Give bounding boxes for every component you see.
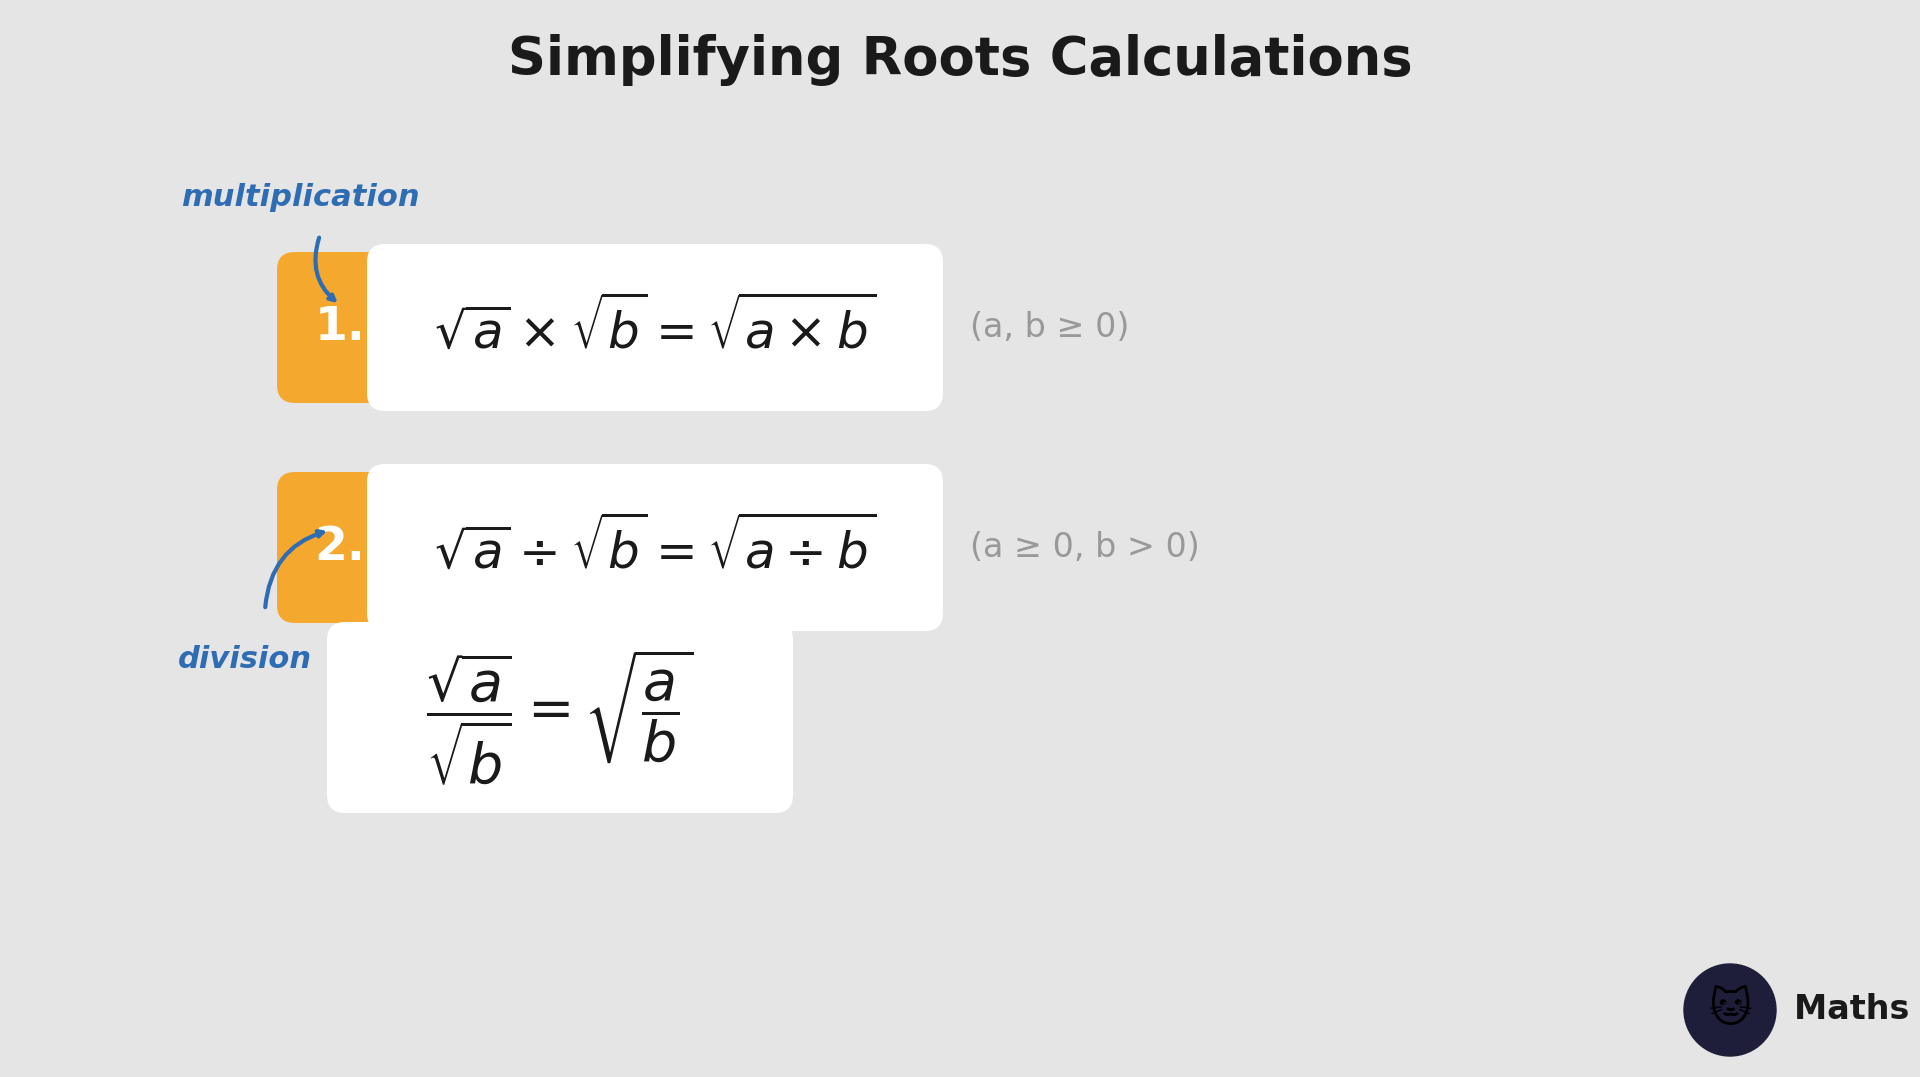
Text: $\dfrac{\sqrt{a}}{\sqrt{b}} = \sqrt{\dfrac{a}{b}}$: $\dfrac{\sqrt{a}}{\sqrt{b}} = \sqrt{\dfr… <box>426 647 693 787</box>
Text: Simplifying Roots Calculations: Simplifying Roots Calculations <box>507 34 1413 86</box>
Circle shape <box>1684 964 1776 1057</box>
FancyBboxPatch shape <box>326 623 793 813</box>
Text: 1.: 1. <box>315 305 365 350</box>
FancyBboxPatch shape <box>276 252 933 403</box>
Text: division: division <box>179 645 313 674</box>
FancyBboxPatch shape <box>367 244 943 411</box>
Text: (a ≥ 0, b > 0): (a ≥ 0, b > 0) <box>970 531 1200 564</box>
FancyBboxPatch shape <box>367 464 943 631</box>
Text: (a, b ≥ 0): (a, b ≥ 0) <box>970 311 1129 344</box>
Text: 2.: 2. <box>315 524 365 570</box>
Text: multiplication: multiplication <box>180 183 419 212</box>
Text: $\sqrt{a} \div \sqrt{b} = \sqrt{a \div b}$: $\sqrt{a} \div \sqrt{b} = \sqrt{a \div b… <box>434 517 876 578</box>
Text: $\sqrt{a} \times \sqrt{b} = \sqrt{a \times b}$: $\sqrt{a} \times \sqrt{b} = \sqrt{a \tim… <box>434 297 876 359</box>
Text: 🐱: 🐱 <box>1709 989 1751 1031</box>
FancyBboxPatch shape <box>276 472 933 623</box>
Text: Maths Angel: Maths Angel <box>1793 993 1920 1026</box>
